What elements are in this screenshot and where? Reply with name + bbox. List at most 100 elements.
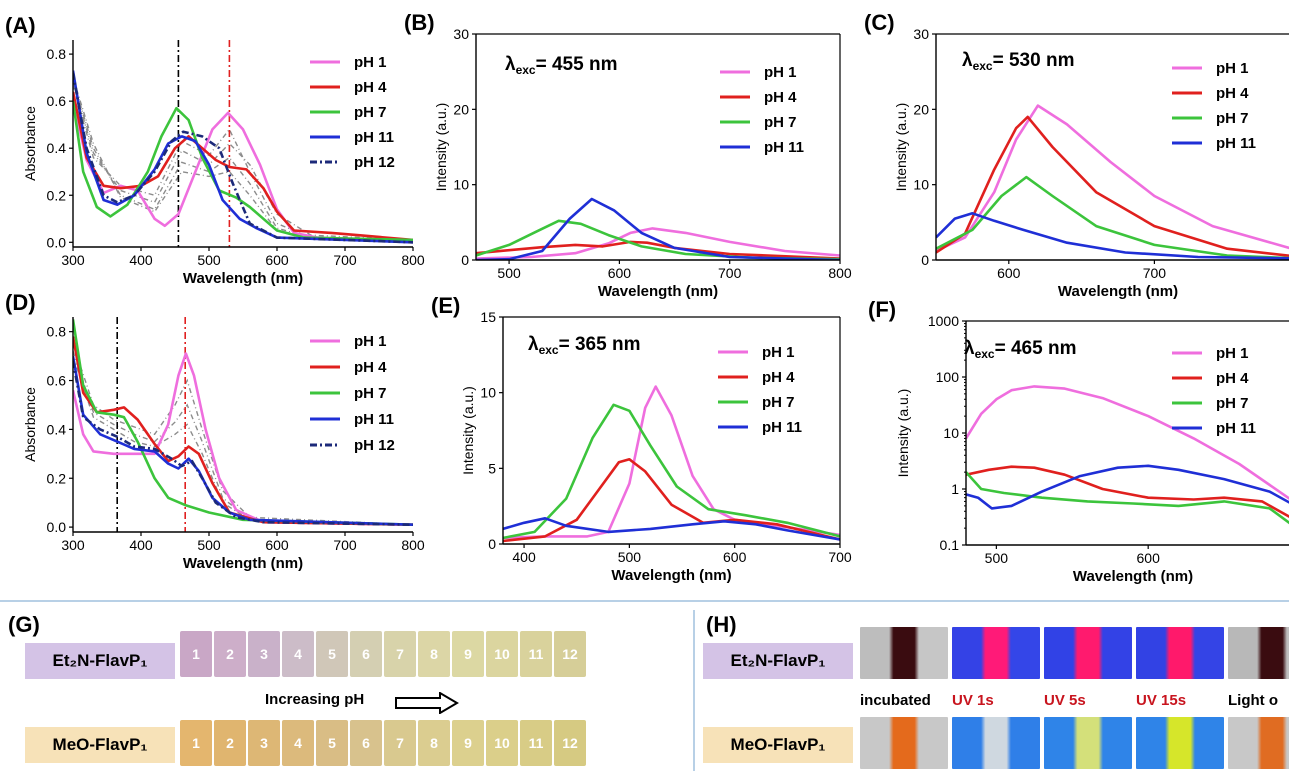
photo-tile — [1136, 627, 1224, 679]
panel-a: (A) 300 400 500 600 700 800 0.0 0.2 0.4 0.6 0.8 Wave… — [5, 13, 425, 287]
x-tick-label: 500 — [197, 537, 221, 553]
series-line-ph4 — [966, 465, 1289, 519]
x-tick-label: 700 — [1143, 265, 1167, 281]
x-tick-label: 400 — [129, 537, 153, 553]
legend-label: pH 4 — [764, 89, 797, 106]
panel-h-row2-photos — [860, 717, 1289, 769]
vial-10: 10 — [486, 720, 518, 766]
panel-label-d: (D) — [5, 290, 36, 315]
y-tick-label: 100 — [936, 369, 960, 385]
y-tick-label: 0.0 — [47, 234, 67, 250]
photo-tile — [1228, 627, 1289, 679]
x-tick-label: 500 — [497, 265, 521, 281]
y-tick-label: 0.8 — [47, 324, 67, 340]
y-tick-label: 0.2 — [47, 187, 67, 203]
legend-label: pH 7 — [764, 114, 797, 131]
legend-label: pH 4 — [1216, 85, 1249, 102]
panel-g-row1-vials: 1 2 3 4 5 6 7 8 9 10 11 12 — [180, 631, 586, 677]
panel-d: (D) 300 400 500 600 700 800 0.0 0.2 0.4 0.6 0.8 Wave… — [5, 290, 425, 572]
legend-label: pH 4 — [354, 359, 387, 376]
x-tick-label: 500 — [197, 252, 221, 268]
x-tick-label: 800 — [401, 252, 425, 268]
photo-tile — [1228, 717, 1289, 769]
legend-label: pH 1 — [354, 333, 387, 350]
photo-tile — [952, 717, 1040, 769]
legend-label: pH 12 — [354, 154, 395, 171]
x-tick-label: 700 — [828, 549, 852, 565]
y-tick-label: 30 — [453, 26, 469, 42]
legend-label: pH 11 — [764, 139, 804, 156]
series-line-ph11 — [503, 517, 840, 541]
legend-label: pH 7 — [1216, 110, 1249, 127]
y-tick-label: 10 — [453, 177, 469, 193]
series-line-ph4 — [73, 336, 413, 526]
vial-1: 1 — [180, 720, 212, 766]
x-axis-label: Wavelength (nm) — [598, 283, 718, 300]
y-tick-label: 0 — [921, 252, 929, 268]
panel-g-label: (G) — [8, 612, 40, 637]
vial-8: 8 — [418, 720, 450, 766]
photo-tile — [860, 627, 948, 679]
y-tick-label: 0.4 — [47, 421, 67, 437]
photo-tile — [952, 627, 1040, 679]
x-axis-label: Wavelength (nm) — [1058, 283, 1178, 300]
y-tick-label: 0.1 — [940, 537, 960, 553]
panel-h-caption: UV 1s — [952, 692, 994, 709]
intermediate-spectrum-line — [73, 350, 413, 526]
photo-tile — [1044, 717, 1132, 769]
legend-label: pH 12 — [354, 437, 395, 454]
x-tick-label: 600 — [723, 549, 747, 565]
x-tick-label: 400 — [129, 252, 153, 268]
y-tick-label: 10 — [480, 385, 496, 401]
x-axis-label: Wavelength (nm) — [183, 555, 303, 572]
vial-6: 6 — [350, 720, 382, 766]
legend-label: pH 4 — [762, 369, 795, 386]
y-tick-label: 10 — [943, 425, 959, 441]
series-line-ph4 — [73, 91, 413, 242]
legend-label: pH 4 — [354, 79, 387, 96]
legend-label: pH 1 — [764, 64, 797, 81]
panel-label-a: (A) — [5, 13, 36, 38]
vial-2: 2 — [214, 720, 246, 766]
vial-6: 6 — [350, 631, 382, 677]
panel-h-label: (H) — [706, 612, 737, 637]
legend-label: pH 1 — [762, 344, 795, 361]
y-tick-label: 30 — [913, 26, 929, 42]
y-tick-label: 1 — [951, 481, 959, 497]
legend-label: pH 11 — [1216, 420, 1256, 437]
y-tick-label: 20 — [453, 101, 469, 117]
vial-7: 7 — [384, 631, 416, 677]
increasing-ph-text: Increasing pH — [265, 691, 365, 708]
right-arrow-icon — [395, 692, 459, 714]
panel-h-caption: Light o — [1228, 692, 1278, 709]
vial-4: 4 — [282, 631, 314, 677]
x-tick-label: 300 — [61, 537, 85, 553]
y-axis-label: Intensity (a.u.) — [893, 103, 909, 192]
x-tick-label: 700 — [333, 252, 357, 268]
chart-canvas: (A)300 400 500 600 700 8000.00.20.40.60.8Wave… — [5, 10, 1289, 585]
panel-g-row2-label: MeO-FlavP₁ — [25, 727, 175, 763]
x-tick-label: 600 — [1137, 550, 1161, 566]
x-tick-label: 800 — [401, 537, 425, 553]
panel-g-row1-label: Et₂N-FlavP₁ — [25, 643, 175, 679]
legend-label: pH 7 — [1216, 395, 1249, 412]
y-tick-label: 0.6 — [47, 93, 67, 109]
x-tick-label: 700 — [718, 265, 742, 281]
y-tick-label: 0.2 — [47, 470, 67, 486]
series-line-ph12 — [73, 360, 413, 526]
panel-label-b: (B) — [404, 10, 435, 35]
vial-10: 10 — [486, 631, 518, 677]
vial-2: 2 — [214, 631, 246, 677]
x-tick-label: 600 — [265, 252, 289, 268]
legend-label: pH 7 — [762, 394, 795, 411]
vial-5: 5 — [316, 631, 348, 677]
excitation-annotation: λexc= 455 nm — [505, 54, 617, 77]
legend-label: pH 11 — [762, 419, 802, 436]
photo-tile — [1136, 717, 1224, 769]
legend-label: pH 7 — [354, 104, 387, 121]
excitation-annotation: λexc= 365 nm — [528, 334, 640, 357]
y-axis-label: Absorbance — [22, 387, 38, 462]
panel-b: (B) 500 600 700 800 0 10 20 30 Wavelength (nm) Int… — [404, 10, 852, 300]
panel-h-row1-photos — [860, 627, 1289, 679]
